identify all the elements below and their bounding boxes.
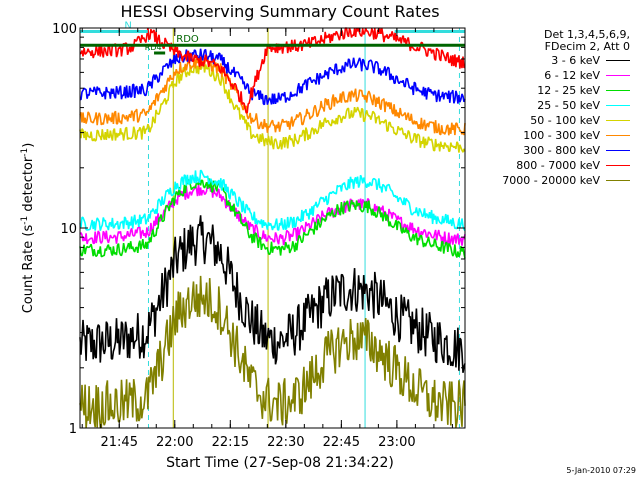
legend-item: 12 - 25 keV <box>488 84 638 97</box>
legend-item: 100 - 300 keV <box>488 129 638 142</box>
flag-label-rd4: RD4 <box>145 43 162 52</box>
x-tick-label-4: 22:45 <box>323 435 360 450</box>
legend-swatch <box>606 165 630 166</box>
y-axis-label-sup: -1 <box>19 215 30 225</box>
y-tick-label-0: 1 <box>69 422 77 437</box>
legend-label: 50 - 100 keV <box>530 114 600 127</box>
legend-header-detectors: Det 1,3,4,5,6,9, <box>543 28 630 41</box>
legend-swatch <box>606 60 630 61</box>
series-trace-6 <box>79 48 466 106</box>
series-3-6-kev <box>79 215 466 373</box>
legend-swatch <box>606 135 630 136</box>
series-trace-8 <box>79 275 466 429</box>
y-tick-label-2: 100 <box>52 22 77 37</box>
series-12-25-kev <box>79 178 466 259</box>
legend-item: 6 - 12 keV <box>488 69 638 82</box>
series-7000-20000-kev <box>79 275 466 429</box>
x-tick-label-3: 22:30 <box>267 435 304 450</box>
legend-item: 25 - 50 keV <box>488 99 638 112</box>
series-300-800-kev <box>79 48 466 106</box>
x-tick-label-5: 23:00 <box>378 435 415 450</box>
y-axis-label-end: ) <box>21 142 37 148</box>
flag-rdo: RDO <box>80 34 465 47</box>
legend-label: 7000 - 20000 keV <box>502 174 600 187</box>
legend-item: 300 - 800 keV <box>488 144 638 157</box>
footer-date: 5-Jan-2010 07:29 <box>566 466 636 475</box>
legend-item: 7000 - 20000 keV <box>488 174 638 187</box>
legend-label: 300 - 800 keV <box>523 144 600 157</box>
series-trace-2 <box>79 178 466 259</box>
legend-swatch <box>606 180 630 181</box>
legend-header-decimation: FDecim 2, Att 0 <box>544 40 630 53</box>
x-tick-label-2: 22:15 <box>212 435 249 450</box>
series-trace-5 <box>79 55 466 136</box>
series-trace-3 <box>79 169 466 232</box>
series-trace-4 <box>79 60 466 153</box>
x-axis-label: Start Time (27-Sep-08 21:34:22) <box>166 455 394 471</box>
legend-label: 6 - 12 keV <box>544 69 600 82</box>
legend-label: 100 - 300 keV <box>523 129 600 142</box>
legend-item: 800 - 7000 keV <box>488 159 638 172</box>
y-tick-label-1: 10 <box>60 222 77 237</box>
legend-swatch <box>606 120 630 121</box>
series-6-12-kev <box>79 182 466 246</box>
series-50-100-kev <box>79 60 466 153</box>
series-25-50-kev <box>79 169 466 232</box>
legend-swatch <box>606 90 630 91</box>
flag-label-rdo: RDO <box>176 34 199 45</box>
legend-swatch <box>606 150 630 151</box>
y-axis-label: Count Rate (s-1 detector-1) <box>20 143 36 314</box>
flag-n: N <box>80 21 465 34</box>
legend-swatch <box>606 75 630 76</box>
legend-label: 800 - 7000 keV <box>516 159 600 172</box>
y-axis-label-main: Count Rate (s <box>21 224 37 314</box>
y-axis-label-sup2: -1 <box>19 147 30 157</box>
series-trace-0 <box>79 215 466 373</box>
flag-rd4: RD4 <box>145 43 166 55</box>
series-trace-7 <box>79 27 466 114</box>
legend-label: 25 - 50 keV <box>537 99 600 112</box>
legend-label: 3 - 6 keV <box>551 54 600 67</box>
legend-label: 12 - 25 keV <box>537 84 600 97</box>
y-axis-label-tail: detector <box>21 156 37 216</box>
series-trace-1 <box>79 182 466 246</box>
chart-title: HESSI Observing Summary Count Rates <box>120 2 440 21</box>
x-tick-label-0: 21:45 <box>101 435 138 450</box>
legend-item: 3 - 6 keV <box>488 54 638 67</box>
x-tick-label-1: 22:00 <box>156 435 193 450</box>
flag-label-n: N <box>124 21 131 32</box>
legend-item: 50 - 100 keV <box>488 114 638 127</box>
legend-swatch <box>606 105 630 106</box>
